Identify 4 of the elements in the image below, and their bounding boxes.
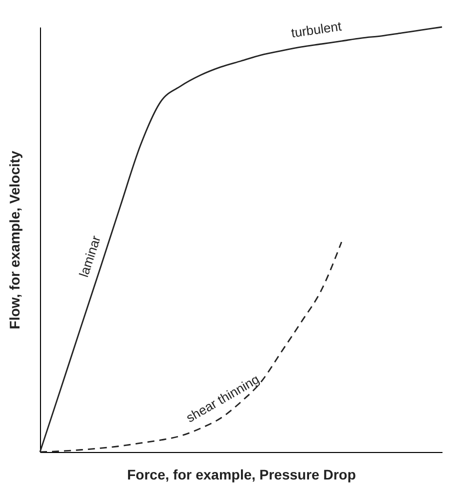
annotation: turbulent — [290, 18, 343, 40]
annotation: laminar — [76, 233, 104, 279]
x-axis-title: Force, for example, Pressure Drop — [127, 466, 356, 482]
y-axis-title: Flow, for example, Velocity — [6, 150, 22, 330]
